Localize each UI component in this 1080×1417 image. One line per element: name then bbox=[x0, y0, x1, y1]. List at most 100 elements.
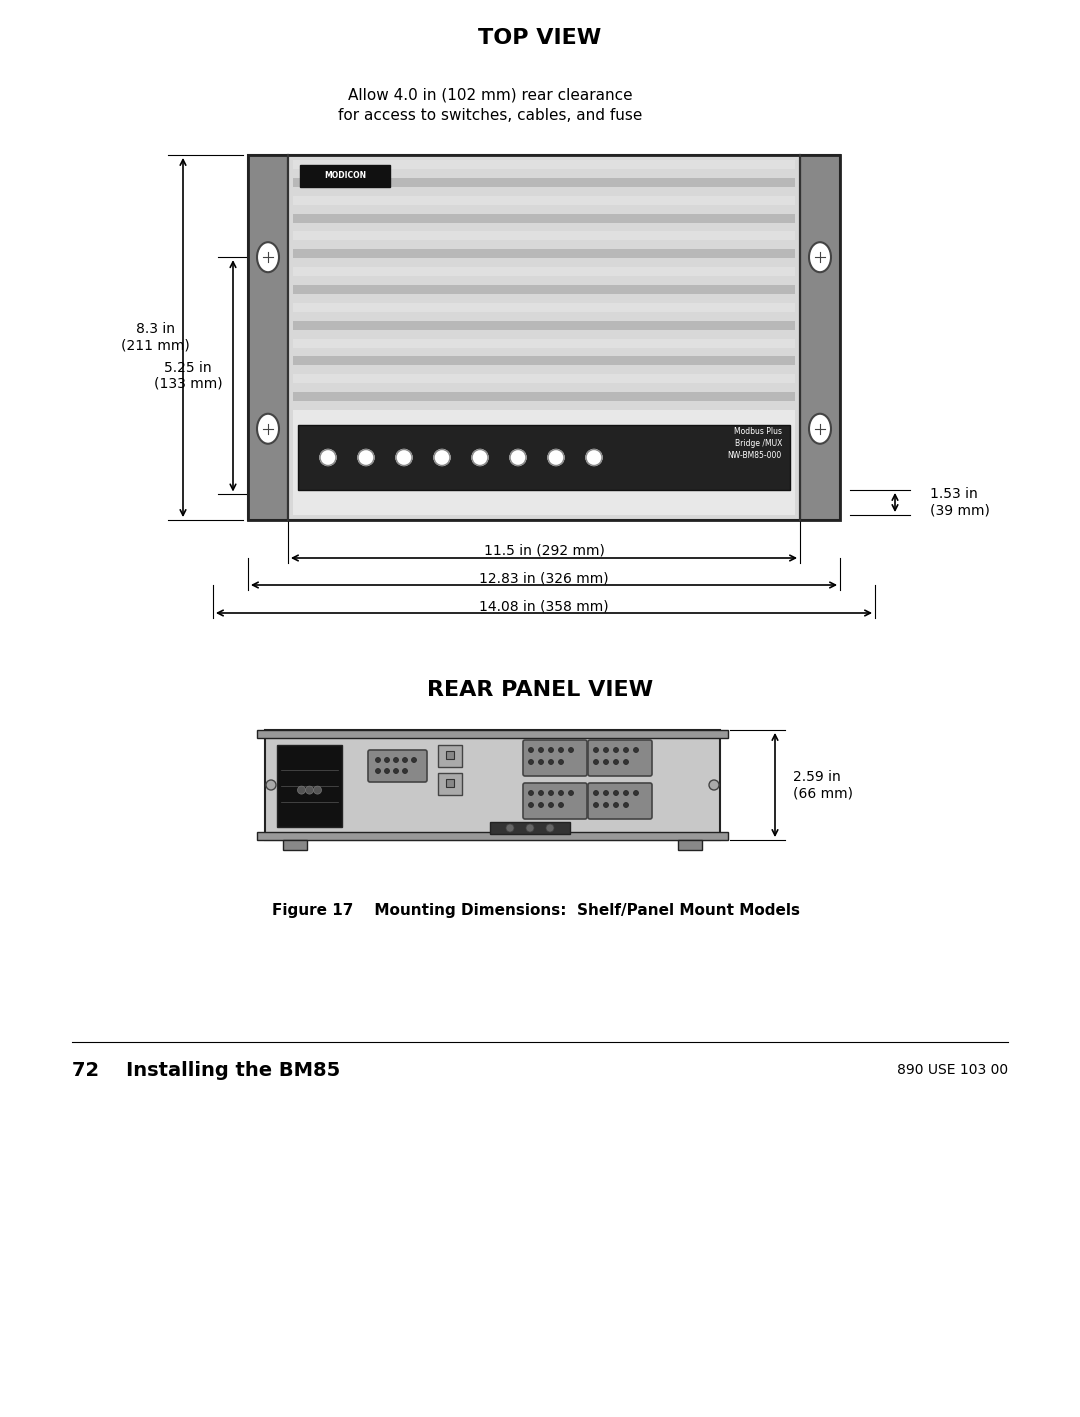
Circle shape bbox=[594, 748, 598, 752]
Bar bbox=[293, 303, 795, 312]
Circle shape bbox=[393, 758, 399, 762]
Bar bbox=[438, 774, 462, 795]
Circle shape bbox=[613, 760, 619, 765]
Circle shape bbox=[623, 791, 629, 795]
Text: 72    Installing the BM85: 72 Installing the BM85 bbox=[72, 1060, 340, 1080]
Text: 12.83 in (326 mm): 12.83 in (326 mm) bbox=[480, 571, 609, 585]
Text: REAR PANEL VIEW: REAR PANEL VIEW bbox=[427, 680, 653, 700]
Bar bbox=[293, 231, 795, 241]
Circle shape bbox=[384, 768, 390, 774]
Circle shape bbox=[594, 760, 598, 765]
Circle shape bbox=[623, 802, 629, 808]
Circle shape bbox=[634, 748, 638, 752]
Text: 2.59 in
(66 mm): 2.59 in (66 mm) bbox=[793, 769, 853, 801]
Bar bbox=[248, 154, 288, 520]
Bar bbox=[293, 393, 795, 401]
Circle shape bbox=[634, 791, 638, 795]
Bar bbox=[293, 249, 795, 258]
Bar bbox=[293, 231, 795, 241]
Circle shape bbox=[558, 760, 564, 765]
Circle shape bbox=[558, 802, 564, 808]
Circle shape bbox=[539, 748, 543, 752]
Bar bbox=[293, 214, 795, 222]
Text: MODICON: MODICON bbox=[324, 171, 366, 180]
Circle shape bbox=[594, 791, 598, 795]
Bar bbox=[800, 154, 840, 520]
Circle shape bbox=[539, 791, 543, 795]
Circle shape bbox=[708, 779, 719, 791]
Bar bbox=[257, 730, 728, 738]
FancyBboxPatch shape bbox=[523, 784, 588, 819]
Circle shape bbox=[604, 802, 608, 808]
Bar bbox=[438, 745, 462, 767]
FancyBboxPatch shape bbox=[523, 740, 588, 777]
Bar bbox=[265, 730, 720, 840]
Circle shape bbox=[510, 449, 526, 466]
Bar bbox=[293, 357, 795, 366]
FancyBboxPatch shape bbox=[588, 740, 652, 777]
Ellipse shape bbox=[809, 242, 831, 272]
Circle shape bbox=[539, 760, 543, 765]
Circle shape bbox=[313, 786, 322, 794]
Circle shape bbox=[357, 449, 374, 466]
Circle shape bbox=[613, 791, 619, 795]
Bar bbox=[293, 410, 795, 514]
Circle shape bbox=[548, 449, 564, 466]
Circle shape bbox=[376, 768, 380, 774]
Circle shape bbox=[604, 791, 608, 795]
Circle shape bbox=[434, 449, 450, 466]
Text: for access to switches, cables, and fuse: for access to switches, cables, and fuse bbox=[338, 108, 643, 122]
Bar bbox=[293, 160, 795, 169]
Bar bbox=[293, 268, 795, 276]
Text: 890 USE 103 00: 890 USE 103 00 bbox=[896, 1063, 1008, 1077]
Circle shape bbox=[320, 449, 336, 466]
Bar bbox=[293, 339, 795, 347]
Circle shape bbox=[528, 791, 534, 795]
Bar bbox=[288, 154, 800, 520]
Bar bbox=[298, 425, 789, 490]
Ellipse shape bbox=[809, 414, 831, 444]
Circle shape bbox=[568, 748, 573, 752]
Circle shape bbox=[558, 748, 564, 752]
Bar bbox=[293, 339, 795, 347]
Text: TOP VIEW: TOP VIEW bbox=[478, 28, 602, 48]
Bar bbox=[293, 303, 795, 312]
Text: 11.5 in (292 mm): 11.5 in (292 mm) bbox=[484, 544, 605, 558]
Bar bbox=[293, 374, 795, 383]
Bar bbox=[283, 840, 307, 850]
Bar bbox=[293, 196, 795, 204]
Circle shape bbox=[472, 449, 488, 466]
Text: 5.25 in
(133 mm): 5.25 in (133 mm) bbox=[153, 361, 222, 391]
Circle shape bbox=[528, 748, 534, 752]
Ellipse shape bbox=[257, 414, 279, 444]
Text: Figure 17    Mounting Dimensions:  Shelf/Panel Mount Models: Figure 17 Mounting Dimensions: Shelf/Pan… bbox=[272, 903, 800, 917]
Circle shape bbox=[507, 825, 514, 832]
Circle shape bbox=[613, 748, 619, 752]
Circle shape bbox=[384, 758, 390, 762]
Bar bbox=[248, 154, 840, 520]
Circle shape bbox=[604, 748, 608, 752]
Bar bbox=[293, 214, 795, 222]
Circle shape bbox=[549, 760, 554, 765]
Circle shape bbox=[306, 786, 313, 794]
Circle shape bbox=[594, 802, 598, 808]
Circle shape bbox=[403, 758, 407, 762]
Circle shape bbox=[539, 802, 543, 808]
Circle shape bbox=[623, 760, 629, 765]
Bar bbox=[293, 160, 795, 169]
Bar bbox=[293, 357, 795, 366]
FancyBboxPatch shape bbox=[368, 750, 427, 782]
Text: Modbus Plus
Bridge /MUX
NW-BM85-000: Modbus Plus Bridge /MUX NW-BM85-000 bbox=[728, 427, 782, 459]
Text: 8.3 in
(211 mm): 8.3 in (211 mm) bbox=[121, 323, 189, 353]
Bar bbox=[257, 832, 728, 840]
Circle shape bbox=[403, 768, 407, 774]
Text: 14.08 in (358 mm): 14.08 in (358 mm) bbox=[480, 599, 609, 614]
Circle shape bbox=[558, 791, 564, 795]
Ellipse shape bbox=[257, 242, 279, 272]
Circle shape bbox=[528, 802, 534, 808]
Circle shape bbox=[623, 748, 629, 752]
Circle shape bbox=[411, 758, 417, 762]
Circle shape bbox=[604, 760, 608, 765]
Bar bbox=[490, 822, 570, 835]
Circle shape bbox=[376, 758, 380, 762]
